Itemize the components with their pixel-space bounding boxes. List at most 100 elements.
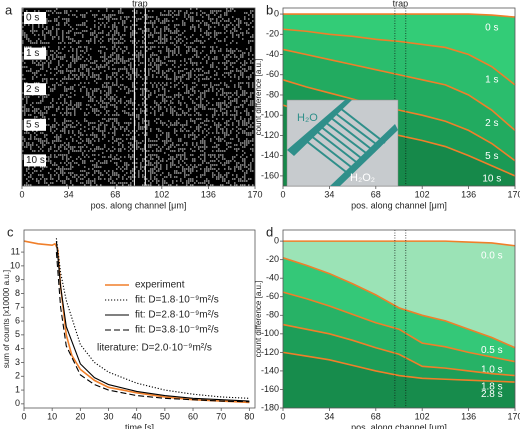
x-tick-label: 10 [47, 411, 57, 421]
curve-label: 5 s [485, 151, 498, 162]
x-tick-label: 0 [21, 411, 26, 421]
y-tick-label: -80 [266, 89, 279, 99]
y-tick-label: 8 [15, 288, 20, 298]
x-tick-label: 60 [188, 411, 198, 421]
x-tick-label: 170 [247, 189, 262, 199]
y-tick-label: -20 [266, 254, 279, 264]
curve [282, 48, 516, 131]
row-label-box [24, 154, 46, 167]
x-tick-label: 34 [324, 411, 334, 421]
row-label-box [24, 118, 46, 131]
x-tick-label: 102 [154, 189, 169, 199]
row-label: 0 s [26, 13, 39, 24]
y-axis-label: count difference [a.u.] [254, 281, 263, 358]
x-tick-label: 68 [110, 189, 120, 199]
y-tick-label: -40 [266, 49, 279, 59]
curve-label: 1.0 s [481, 365, 503, 376]
line [55, 252, 250, 403]
x-tick-label: 102 [415, 189, 430, 199]
y-tick-label: -180 [261, 402, 279, 412]
row-label: 10 s [26, 155, 45, 166]
y-tick-label: 7 [15, 302, 20, 312]
x-tick-label: 136 [461, 411, 476, 421]
y-tick-label: 1 [15, 384, 20, 394]
legend-label: fit: D=1.8·10⁻⁹m²/s [135, 295, 219, 306]
row-label-box [24, 12, 46, 24]
y-tick-label: 10 [10, 260, 20, 270]
curve-label: 0 s [485, 23, 498, 34]
y-tick-label: -160 [261, 384, 279, 394]
y-tick-label: 3 [15, 357, 20, 367]
y-tick-label: -100 [261, 110, 279, 120]
x-axis-label: pos. along channel [μm] [351, 200, 447, 210]
y-tick-label: -120 [261, 130, 279, 140]
curve [283, 13, 516, 18]
x-tick-label: 34 [324, 189, 334, 199]
x-tick-label: 70 [216, 411, 226, 421]
y-tick-label: -100 [261, 328, 279, 338]
line [23, 240, 250, 404]
x-tick-label: 68 [371, 411, 381, 421]
x-tick-label: 0 [280, 189, 285, 199]
x-tick-label: 0 [19, 189, 24, 199]
legend-label: experiment [135, 280, 185, 291]
curve-label: 2.8 s [481, 389, 503, 400]
y-tick-label: 4 [15, 343, 20, 353]
row-label-box [24, 47, 46, 60]
curve-label: 1.8 s [481, 381, 503, 392]
x-axis-label: pos. along channel [μm] [351, 422, 447, 429]
y-axis-label: count difference [a.u.] [254, 59, 263, 136]
x-tick-label: 50 [160, 411, 170, 421]
y-tick-label: 0 [274, 236, 279, 246]
curve-label: 1 s [485, 74, 498, 85]
y-tick-label: 5 [15, 329, 20, 339]
row-label: 2 s [26, 84, 39, 95]
y-tick-label: 6 [15, 315, 20, 325]
y-tick-label: -80 [266, 310, 279, 320]
curve-label: 2 s [485, 118, 498, 129]
curve [282, 291, 516, 363]
inset: H₂O H₂O₂ [286, 99, 399, 187]
curve [282, 28, 516, 86]
curve [282, 257, 516, 349]
x-tick-label: 136 [461, 189, 476, 199]
x-tick-label: 40 [132, 411, 142, 421]
row-label-box [24, 83, 46, 96]
x-tick-label: 136 [201, 189, 216, 199]
plot-frame [282, 7, 516, 187]
panel-label: b [266, 2, 273, 17]
curve [282, 323, 516, 377]
y-axis-label: sum of counts [x10000 a.u.] [2, 270, 11, 368]
inset-label: H₂O [297, 112, 318, 124]
row-label: 5 s [26, 119, 39, 130]
x-axis-label: time [s] [125, 422, 154, 429]
plot-frame [282, 229, 516, 409]
x-tick-label: 80 [244, 411, 254, 421]
inset-ladder [304, 107, 386, 176]
inset-label: H₂O₂ [350, 172, 375, 184]
x-tick-label: 102 [415, 411, 430, 421]
note: literature: D=2.0·10⁻⁹m²/s [97, 343, 212, 354]
x-tick-label: 30 [104, 411, 114, 421]
curve [282, 351, 516, 383]
trap-label: trap [393, 0, 409, 8]
legend-label: fit: D=2.8·10⁻⁹m²/s [135, 310, 219, 321]
area-fill [283, 352, 515, 408]
y-tick-label: 2 [15, 371, 20, 381]
image-noise [22, 8, 254, 186]
panel-label: a [5, 2, 13, 17]
y-tick-label: -140 [261, 365, 279, 375]
curve [283, 240, 516, 247]
y-tick-label: -60 [266, 291, 279, 301]
x-tick-label: 170 [507, 411, 520, 421]
x-tick-label: 34 [64, 189, 74, 199]
x-tick-label: 0 [280, 411, 285, 421]
x-tick-label: 20 [75, 411, 85, 421]
y-tick-label: -160 [261, 170, 279, 180]
legend-label: fit: D=3.8·10⁻⁹m²/s [135, 325, 219, 336]
plot-frame [23, 229, 256, 409]
panel-label: d [266, 224, 273, 239]
y-tick-label: -20 [266, 29, 279, 39]
y-tick-label: -60 [266, 69, 279, 79]
